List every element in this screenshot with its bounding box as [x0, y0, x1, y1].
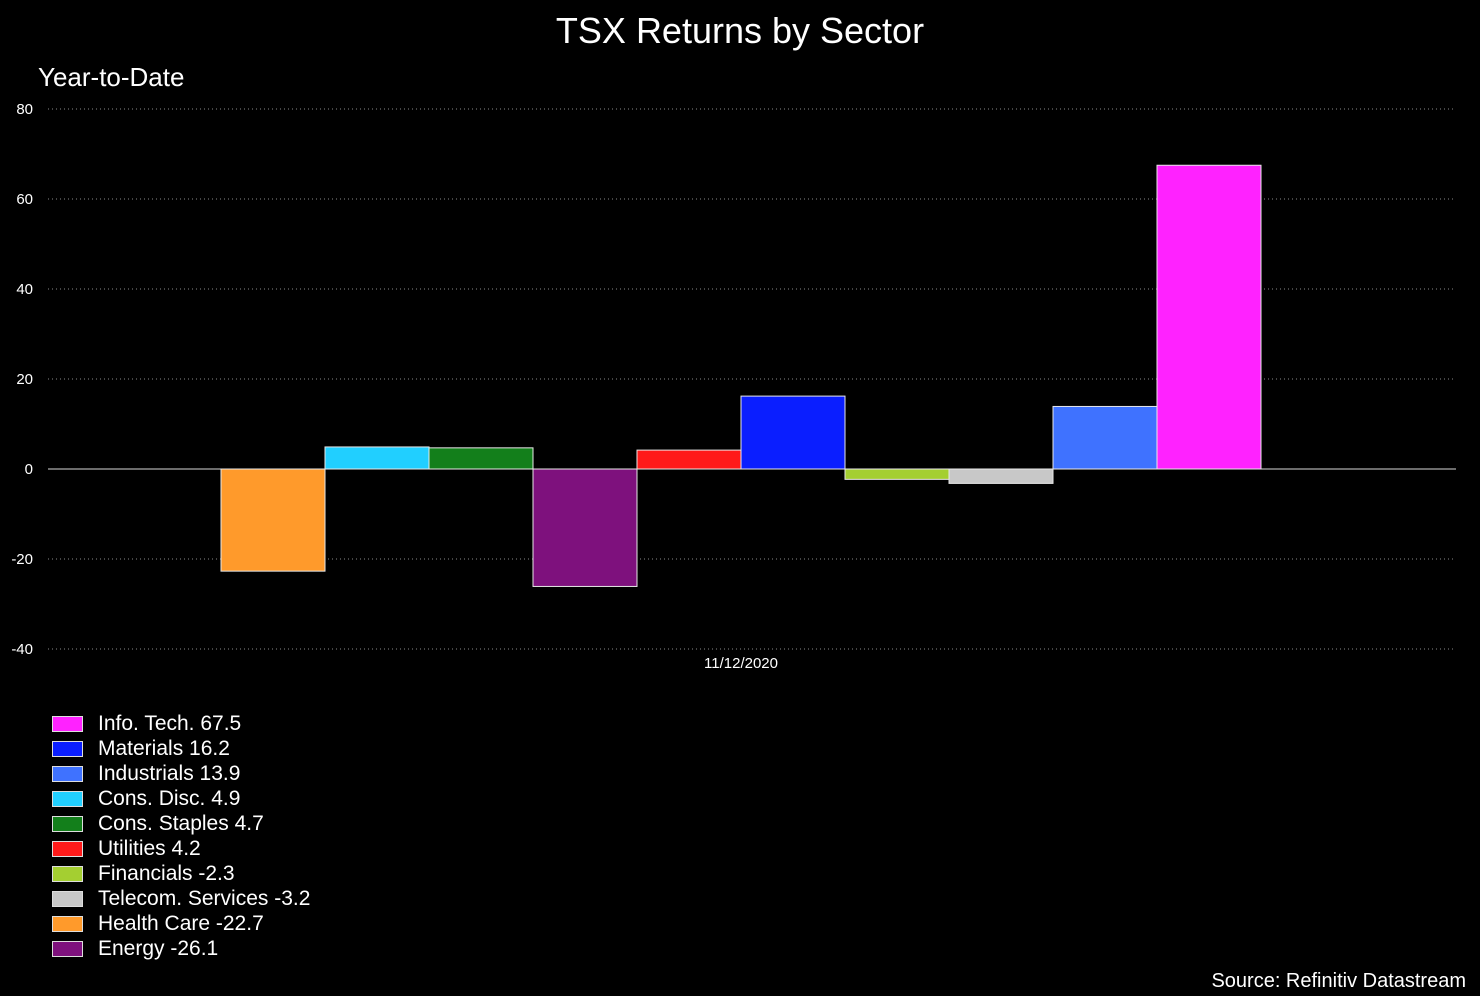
legend-label: Energy -26.1: [98, 936, 219, 960]
x-tick-label: 11/12/2020: [704, 655, 778, 672]
legend-item: Materials 16.2: [52, 736, 310, 761]
legend-label: Financials -2.3: [98, 861, 235, 885]
legend-item: Health Care -22.7: [52, 911, 310, 936]
legend-label: Info. Tech. 67.5: [98, 711, 242, 735]
legend-swatch: [52, 715, 83, 732]
y-tick-label: 60: [16, 191, 33, 208]
legend-item: Info. Tech. 67.5: [52, 711, 310, 736]
bar-materials: [740, 395, 846, 470]
legend-item: Telecom. Services -3.2: [52, 886, 310, 911]
y-tick-label: 0: [25, 461, 33, 478]
bar-info-tech: [1156, 164, 1262, 470]
legend-swatch: [52, 890, 83, 907]
chart-title: TSX Returns by Sector: [555, 10, 925, 51]
legend-label: Health Care -22.7: [98, 911, 264, 935]
axes: -40 -20 0 20 40 60 80 11/12/2020: [11, 101, 778, 672]
legend-swatch: [52, 790, 83, 807]
bar-cons-disc: [324, 446, 430, 470]
legend-swatch: [52, 765, 83, 782]
bar-financials: [844, 468, 950, 480]
bar-energy: [532, 468, 638, 587]
legend-swatch: [52, 840, 83, 857]
legend-swatch: [52, 865, 83, 882]
legend-swatch: [52, 915, 83, 932]
y-tick-label: 80: [16, 101, 33, 118]
legend-swatch: [52, 740, 83, 757]
legend-label: Industrials 13.9: [98, 761, 241, 785]
y-tick-label: -20: [11, 551, 33, 568]
legend-item: Financials -2.3: [52, 861, 310, 886]
legend-label: Utilities 4.2: [98, 836, 201, 860]
y-tick-label: 20: [16, 371, 33, 388]
legend-item: Cons. Staples 4.7: [52, 811, 310, 836]
legend-item: Utilities 4.2: [52, 836, 310, 861]
legend-item: Cons. Disc. 4.9: [52, 786, 310, 811]
bars: [220, 164, 1262, 587]
legend-label: Cons. Staples 4.7: [98, 811, 264, 835]
bar-industrials: [1052, 405, 1158, 470]
legend-label: Materials 16.2: [98, 736, 230, 760]
legend: Info. Tech. 67.5 Materials 16.2 Industrial…: [52, 711, 310, 961]
y-tick-label: 40: [16, 281, 33, 298]
y-tick-label: -40: [11, 641, 33, 658]
legend-swatch: [52, 815, 83, 832]
bar-utilities: [636, 449, 742, 470]
bar-health-care: [220, 468, 326, 572]
bar-cons-staples: [428, 447, 534, 470]
legend-swatch: [52, 940, 83, 957]
legend-label: Cons. Disc. 4.9: [98, 786, 241, 810]
bar-chart: -40 -20 0 20 40 60 80 11/12/2020: [11, 101, 1456, 672]
legend-label: Telecom. Services -3.2: [98, 886, 311, 910]
legend-item: Energy -26.1: [52, 936, 310, 961]
legend-item: Industrials 13.9: [52, 761, 310, 786]
source-note: Source: Refinitiv Datastream: [1211, 970, 1466, 992]
bar-telecom-services: [948, 468, 1054, 484]
chart-subtitle: Year-to-Date: [38, 62, 185, 92]
